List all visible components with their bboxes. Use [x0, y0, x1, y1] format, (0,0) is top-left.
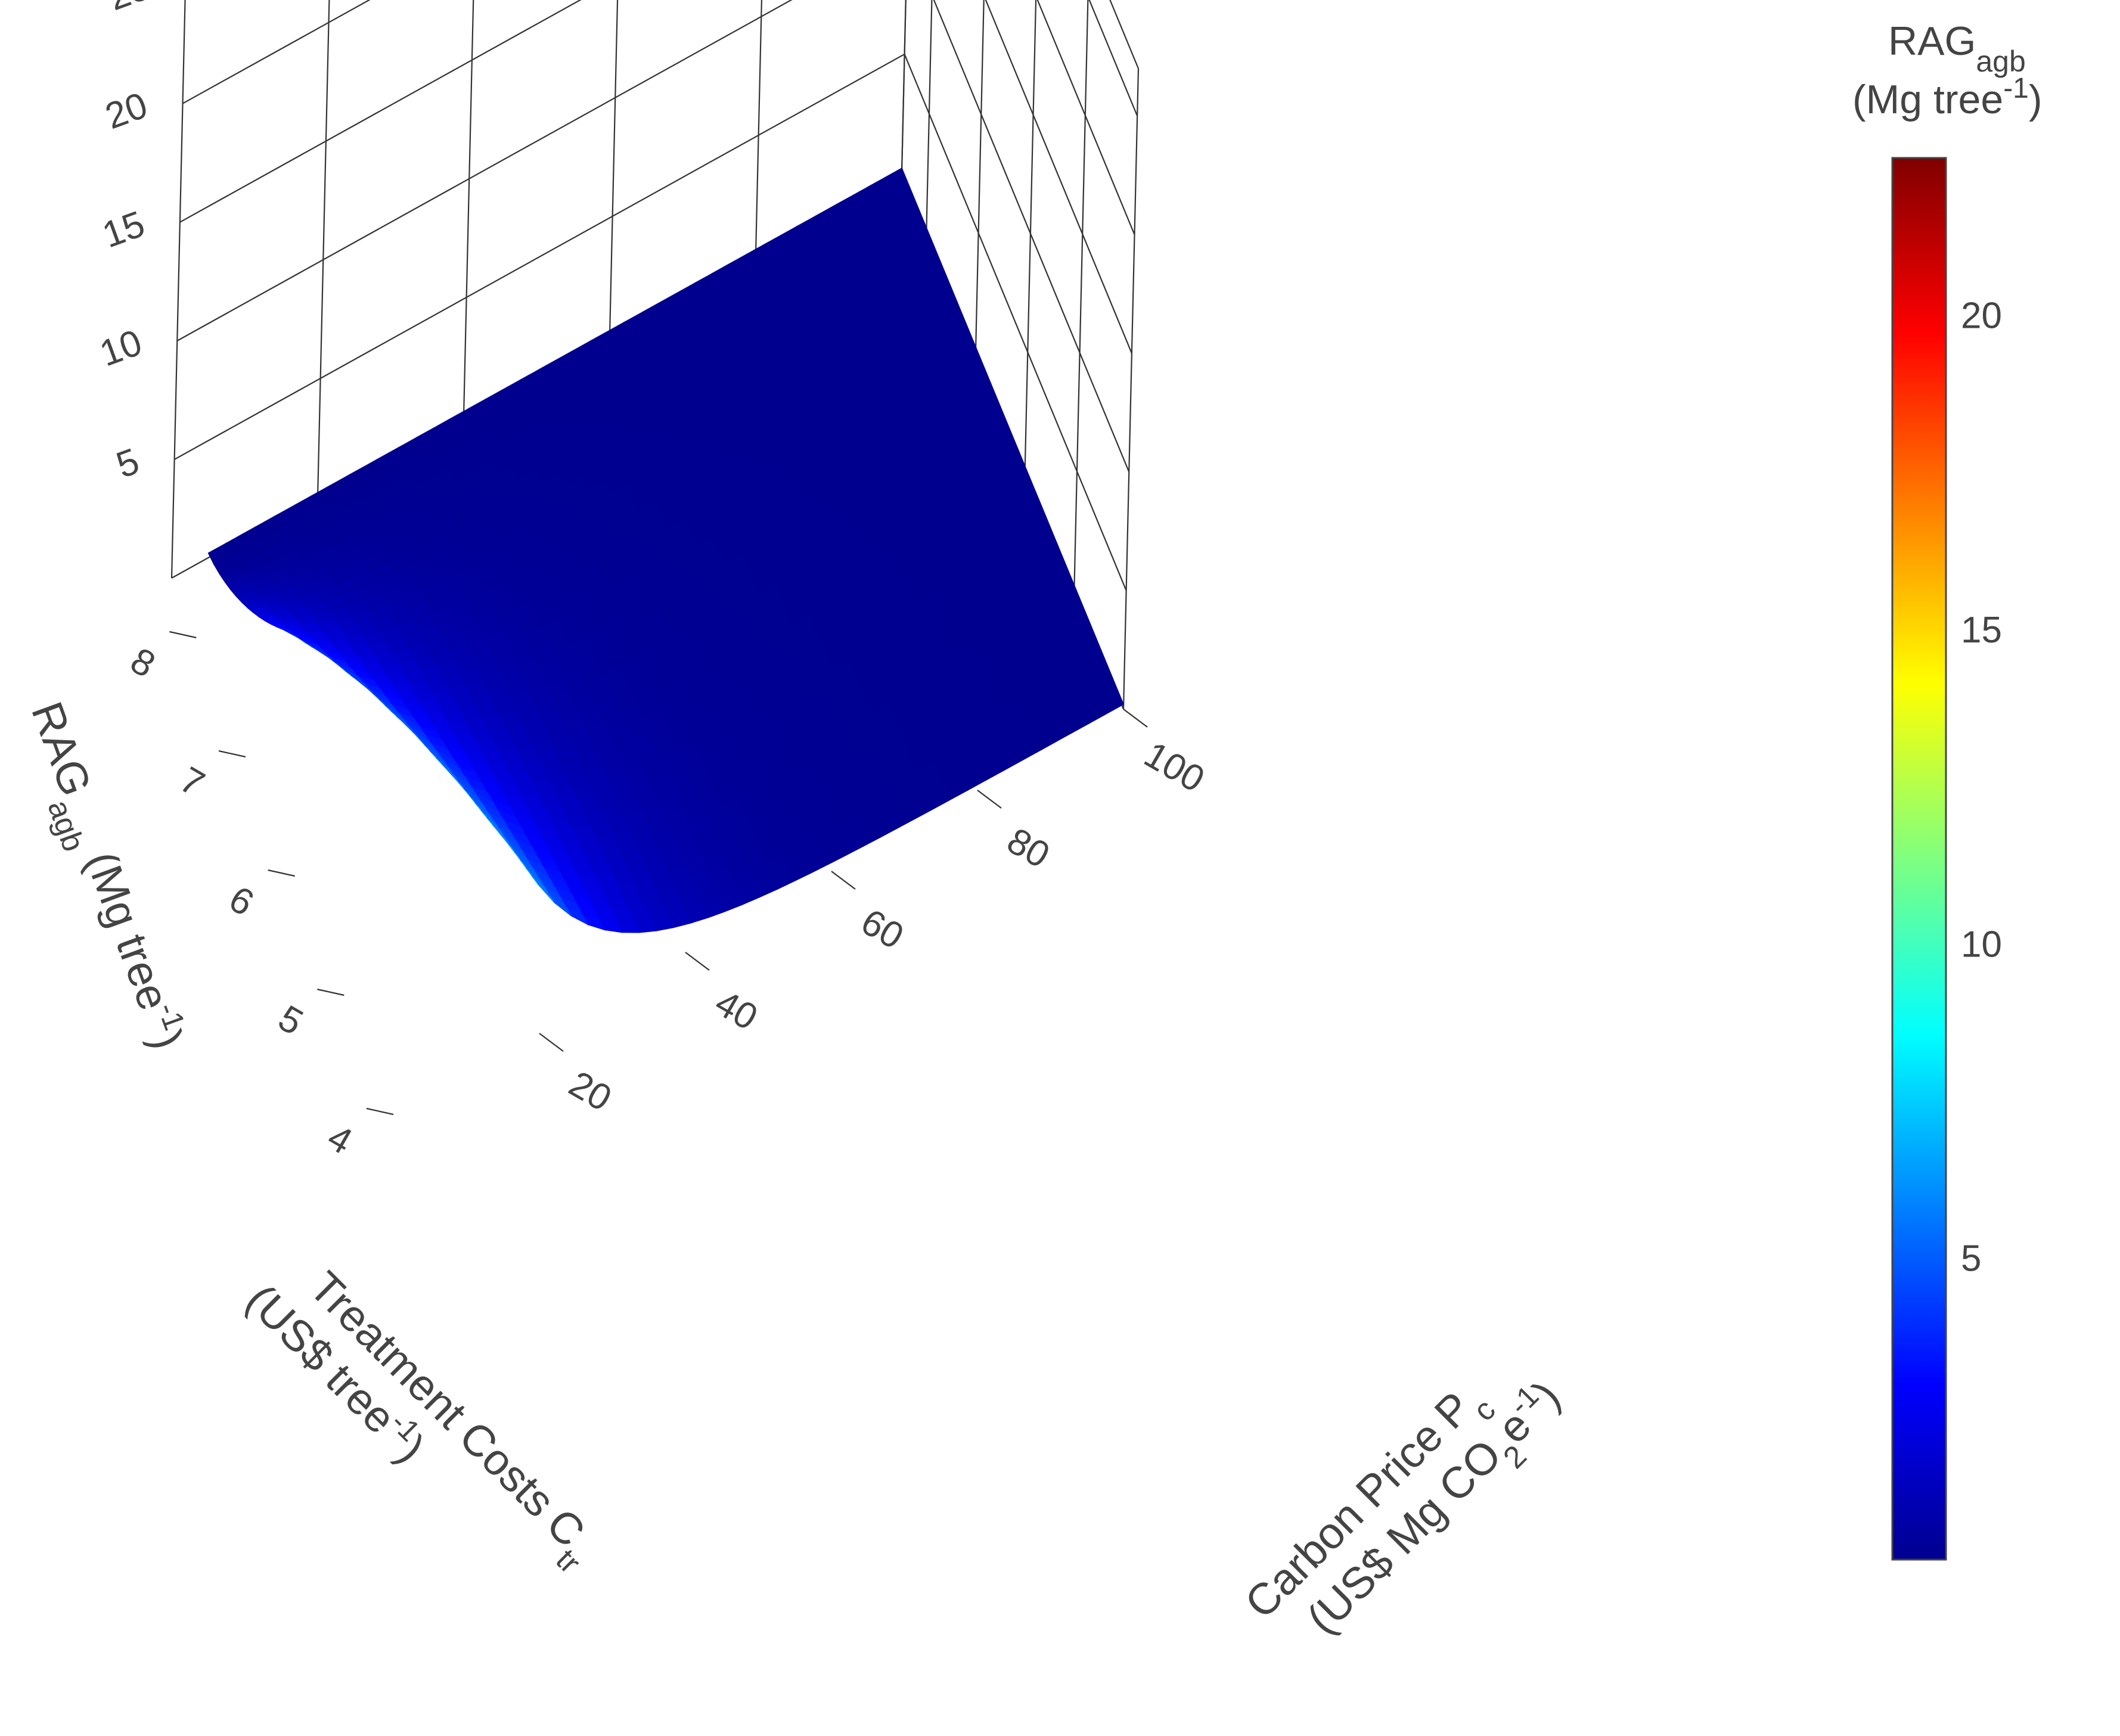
grid-line-back-z: [179, 0, 582, 223]
grid-line-side-z: [933, 0, 1130, 473]
x-tick-mark: [539, 1033, 564, 1052]
grid-line-back-z: [182, 0, 371, 104]
surface-mesh: [207, 167, 1124, 933]
grid-line-side-y: [926, 0, 933, 233]
colorbar-title-main: RAG: [1888, 18, 1976, 64]
colorbar-tick-label: 20: [1961, 296, 2002, 337]
y-tick-mark: [169, 631, 197, 639]
colorbar-tick-label: 5: [1961, 1238, 1981, 1280]
x-tick-label: 60: [854, 901, 910, 957]
z-tick-label: 20: [100, 85, 153, 137]
z-axis-title: RAGagb(Mg tree-1): [8, 694, 196, 1060]
x-tick-mark: [831, 871, 856, 890]
colorbar-tick-label: 10: [1961, 924, 2002, 965]
x-axis-title: Carbon PricePc (US$ Mg CO2e-1): [1236, 1371, 1570, 1644]
colorbar: RAGagb (Mg tree-1) 5 10 15 20: [1852, 18, 2043, 1561]
grid-line-side-y: [1122, 68, 1140, 710]
z-axis-title-units: (Mg tree: [76, 845, 179, 1016]
z-tick-label: 5: [111, 440, 144, 486]
grid-line-side-z: [1036, 0, 1135, 235]
y-tick-mark: [366, 1107, 394, 1116]
colorbar-tick-label: 15: [1961, 610, 2002, 651]
z-tick-label: 15: [97, 203, 150, 256]
colorbar-units-close: ): [2029, 77, 2043, 122]
grid-line-side-y: [1024, 0, 1037, 471]
x-tick-mark: [685, 952, 710, 971]
z-tick-label: 25: [103, 0, 156, 18]
y-tick-mark: [218, 750, 246, 758]
colorbar-gradient: [1891, 157, 1947, 1561]
x-tick-label: 100: [1137, 734, 1211, 800]
x-tick-label: 20: [562, 1063, 618, 1119]
grid-line-back-z: [176, 0, 793, 341]
grid-line-back-x: [316, 0, 330, 498]
colorbar-ticks: 5 10 15 20: [1961, 296, 2002, 1280]
svg-text:Treatment CostsCtr: Treatment CostsCtr: [290, 1262, 608, 1580]
grid-line-side-z: [904, 54, 1127, 591]
svg-text:RAGagb: RAGagb: [1888, 18, 2026, 78]
y-tick-label: 4: [321, 1117, 359, 1163]
colorbar-units-sup: -1: [2003, 73, 2029, 104]
grid-line-side-y: [974, 0, 985, 352]
grid-line-back-x: [170, 0, 186, 579]
grid-line-back-x: [463, 0, 474, 417]
colorbar-units: (Mg tree: [1852, 77, 2003, 122]
z-axis-title-main: RAG: [22, 695, 101, 802]
y-tick-mark: [268, 869, 295, 877]
z-axis-title-sub: agb: [41, 796, 91, 856]
grid-line-side-y: [1073, 0, 1089, 591]
colorbar-title-sub: agb: [1976, 45, 2025, 78]
y-tick-label: 5: [271, 998, 309, 1044]
svg-text:RAGagb(Mg tree-1): RAGagb(Mg tree-1): [8, 694, 196, 1060]
surface-cell: [207, 543, 232, 565]
x-tick-label: 40: [708, 982, 764, 1038]
z-tick-label: 10: [95, 322, 147, 374]
grid-line-back-x: [755, 0, 763, 254]
y-axis-title: Treatment CostsCtr (US$ tree-1): [237, 1262, 608, 1580]
x-tick-mark: [977, 790, 1002, 809]
x-tick-label: 80: [1000, 820, 1056, 876]
svg-text:(Mg tree-1): (Mg tree-1): [1852, 73, 2043, 123]
y-tick-mark: [317, 988, 344, 996]
x-tick-mark: [1123, 709, 1148, 728]
grid-line-side-z: [985, 0, 1132, 354]
y-tick-label: 7: [173, 759, 211, 805]
y-tick-label: 8: [123, 640, 162, 686]
grid-line-back-x: [609, 0, 619, 336]
y-tick-label: 6: [222, 878, 260, 924]
grid-line-side-z: [1088, 0, 1138, 117]
grid-line-side-z: [1109, 0, 1140, 69]
grid-line-back-z: [174, 53, 905, 460]
grid-line-side-y: [901, 0, 907, 173]
